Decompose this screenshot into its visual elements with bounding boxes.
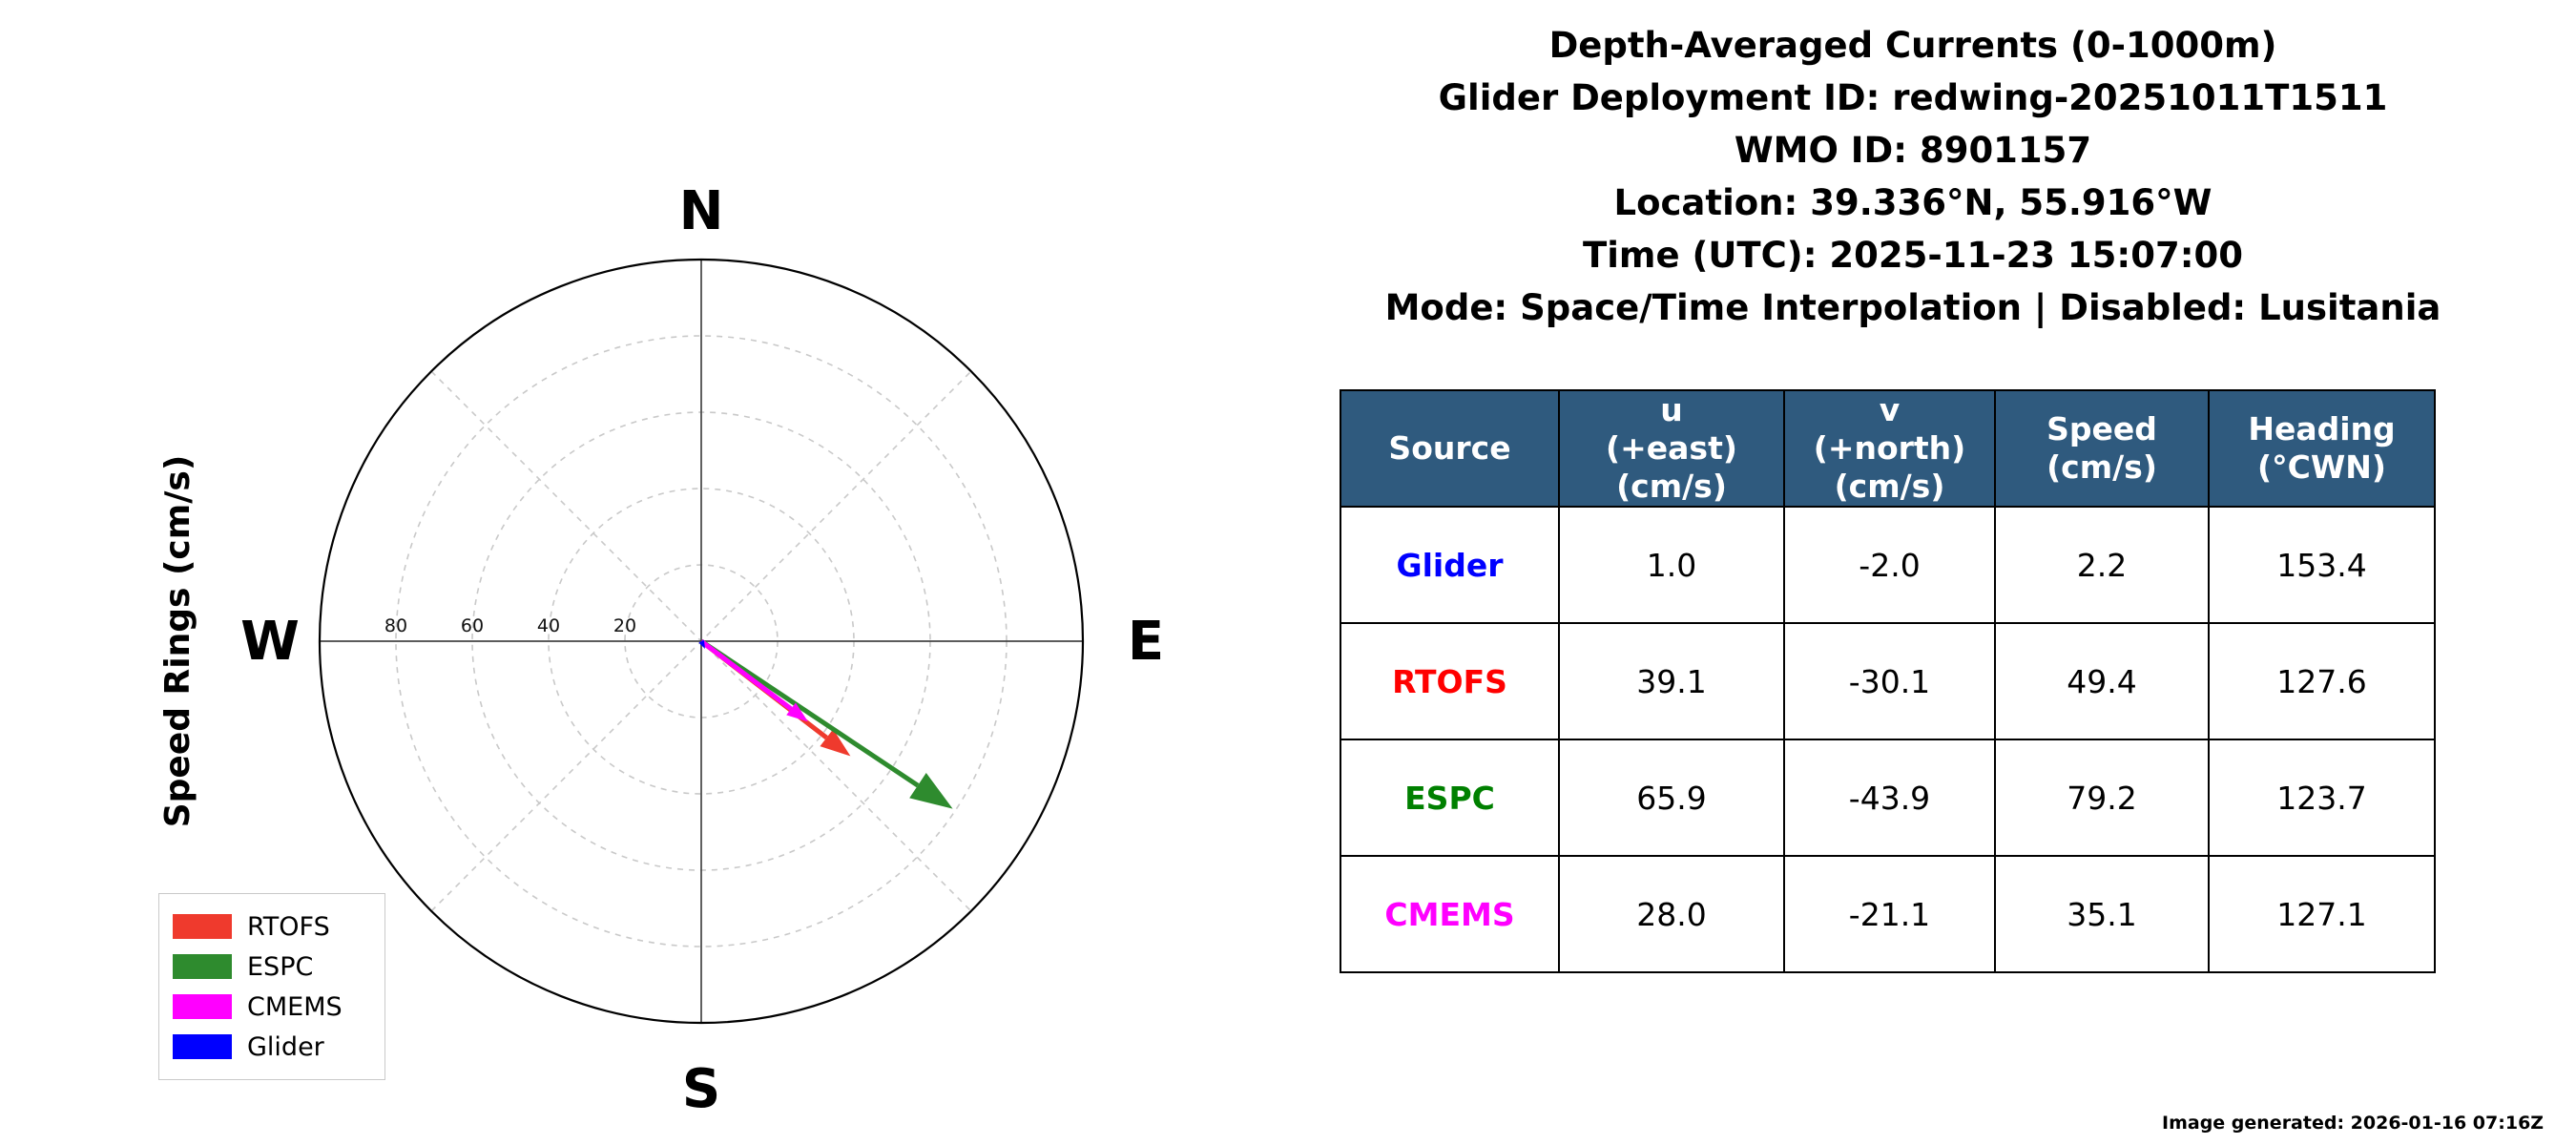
- legend-label: Glider: [247, 1031, 324, 1062]
- rtofs-vector-head: [820, 729, 851, 757]
- glider-vector-head: [698, 640, 705, 649]
- value-cell: -2.0: [1783, 506, 1996, 624]
- ring-tick-label: 40: [537, 615, 560, 636]
- value-cell: 2.2: [1994, 506, 2210, 624]
- value-cell: 127.6: [2208, 622, 2436, 740]
- value-cell: -30.1: [1783, 622, 1996, 740]
- value-cell: 127.1: [2208, 855, 2436, 973]
- value-cell: 39.1: [1558, 622, 1785, 740]
- polar-plot: 20 40 60 80 N S E W Speed Rings (cm/s): [158, 180, 1164, 1120]
- column-header: v (+north) (cm/s): [1783, 389, 1996, 508]
- title-line: WMO ID: 8901157: [1734, 130, 2092, 171]
- value-cell: 1.0: [1558, 506, 1785, 624]
- espc-vector-head: [909, 773, 953, 809]
- source-cell: Glider: [1340, 506, 1560, 624]
- legend-label: ESPC: [247, 951, 314, 982]
- title-line: Glider Deployment ID: redwing-20251011T1…: [1438, 77, 2388, 118]
- legend-swatch-espc: [173, 954, 232, 979]
- compass-label-s: S: [682, 1058, 720, 1120]
- ring-tick-label: 80: [384, 615, 407, 636]
- source-cell: RTOFS: [1340, 622, 1560, 740]
- title-line: Mode: Space/Time Interpolation | Disable…: [1384, 287, 2441, 328]
- title-line: Depth-Averaged Currents (0-1000m): [1548, 25, 2277, 66]
- value-cell: 153.4: [2208, 506, 2436, 624]
- compass-label-n: N: [679, 180, 724, 242]
- table-row: RTOFS 39.1 -30.1 49.4 127.6: [1340, 622, 2436, 740]
- compass-label-e: E: [1128, 611, 1164, 673]
- ring-tick-label: 60: [461, 615, 484, 636]
- outer-circle: [318, 258, 1085, 1025]
- espc-vector-shaft: [699, 638, 920, 788]
- value-cell: 65.9: [1558, 739, 1785, 857]
- cmems-vector-shaft: [699, 639, 793, 711]
- source-cell: CMEMS: [1340, 855, 1560, 973]
- legend-swatch-glider: [173, 1034, 232, 1059]
- legend-item: RTOFS: [173, 907, 377, 946]
- value-cell: -43.9: [1783, 739, 1996, 857]
- legend-label: RTOFS: [247, 911, 330, 942]
- source-cell: ESPC: [1340, 739, 1560, 857]
- polar-plot-area: 20 40 60 80 N S E W Speed Rings (cm/s) RTOFS ESPC…: [158, 180, 1164, 1120]
- title-line: Location: 39.336°N, 55.916°W: [1613, 182, 2212, 223]
- title-line: Time (UTC): 2025-11-23 15:07:00: [1583, 235, 2243, 276]
- legend-item: ESPC: [173, 947, 377, 986]
- value-cell: 35.1: [1994, 855, 2210, 973]
- table-row: ESPC 65.9 -43.9 79.2 123.7: [1340, 739, 2436, 857]
- column-header: Source: [1340, 389, 1560, 508]
- column-header: Speed (cm/s): [1994, 389, 2210, 508]
- legend-label: CMEMS: [247, 991, 343, 1022]
- title-block: Depth-Averaged Currents (0-1000m) Glider …: [1288, 19, 2538, 334]
- value-cell: -21.1: [1783, 855, 1996, 973]
- ring-tick-label: 20: [613, 615, 636, 636]
- value-cell: 28.0: [1558, 855, 1785, 973]
- legend-swatch-rtofs: [173, 914, 232, 939]
- value-cell: 49.4: [1994, 622, 2210, 740]
- cmems-vector-head: [786, 702, 808, 722]
- legend-swatch-cmems: [173, 994, 232, 1019]
- legend-item: Glider: [173, 1028, 377, 1066]
- column-header: Heading (°CWN): [2208, 389, 2436, 508]
- table-row: Glider 1.0 -2.0 2.2 153.4: [1340, 506, 2436, 624]
- column-header: u (+east) (cm/s): [1558, 389, 1785, 508]
- legend-item: CMEMS: [173, 988, 377, 1026]
- radial-axis-label: Speed Rings (cm/s): [158, 455, 197, 828]
- table-header-row: Source u (+east) (cm/s) v (+north) (cm/s) S…: [1340, 389, 2436, 508]
- value-cell: 79.2: [1994, 739, 2210, 857]
- table-row: CMEMS 28.0 -21.1 35.1 127.1: [1340, 855, 2436, 973]
- value-cell: 123.7: [2208, 739, 2436, 857]
- currents-table: Source u (+east) (cm/s) v (+north) (cm/s) S…: [1340, 389, 2436, 973]
- legend: RTOFS ESPC CMEMS Glider: [158, 893, 385, 1080]
- compass-label-w: W: [240, 611, 300, 673]
- generated-timestamp: Image generated: 2026-01-16 07:16Z: [2162, 1113, 2545, 1134]
